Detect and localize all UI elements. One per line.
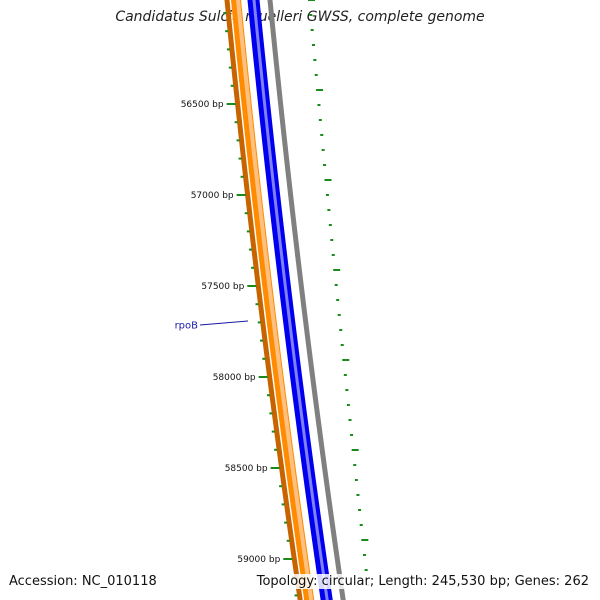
cds-track-forward-highlight bbox=[235, 0, 314, 600]
gene-labels: rpoB bbox=[175, 320, 249, 332]
tick-label: 57500 bp bbox=[201, 282, 244, 292]
cds-track-outline bbox=[224, 0, 303, 600]
feature-tracks bbox=[224, 0, 346, 600]
gc-content-track bbox=[308, 0, 370, 586]
genome-summary: Topology: circular; Length: 245,530 bp; … bbox=[255, 574, 590, 589]
gene-label-rpoB: rpoB bbox=[175, 321, 199, 332]
tick-label: 58500 bp bbox=[225, 464, 268, 474]
tick-label: 58000 bp bbox=[213, 373, 256, 383]
map-title: Candidatus Sulcia muelleri GWSS, complet… bbox=[115, 9, 485, 25]
tick-label: 57000 bp bbox=[191, 191, 234, 201]
tick-label: 56500 bp bbox=[181, 100, 224, 110]
cds-track-reverse-highlight bbox=[252, 0, 329, 600]
tick-label: 59000 bp bbox=[237, 555, 280, 565]
gc-baseline-track bbox=[267, 0, 346, 600]
gene-label-leader bbox=[199, 320, 249, 326]
accession-label: Accession: NC_010118 bbox=[9, 574, 157, 589]
ruler-ticks: 56500 bp 57000 bp 57500 bp 58000 bp 58500 bp… bbox=[181, 12, 298, 597]
